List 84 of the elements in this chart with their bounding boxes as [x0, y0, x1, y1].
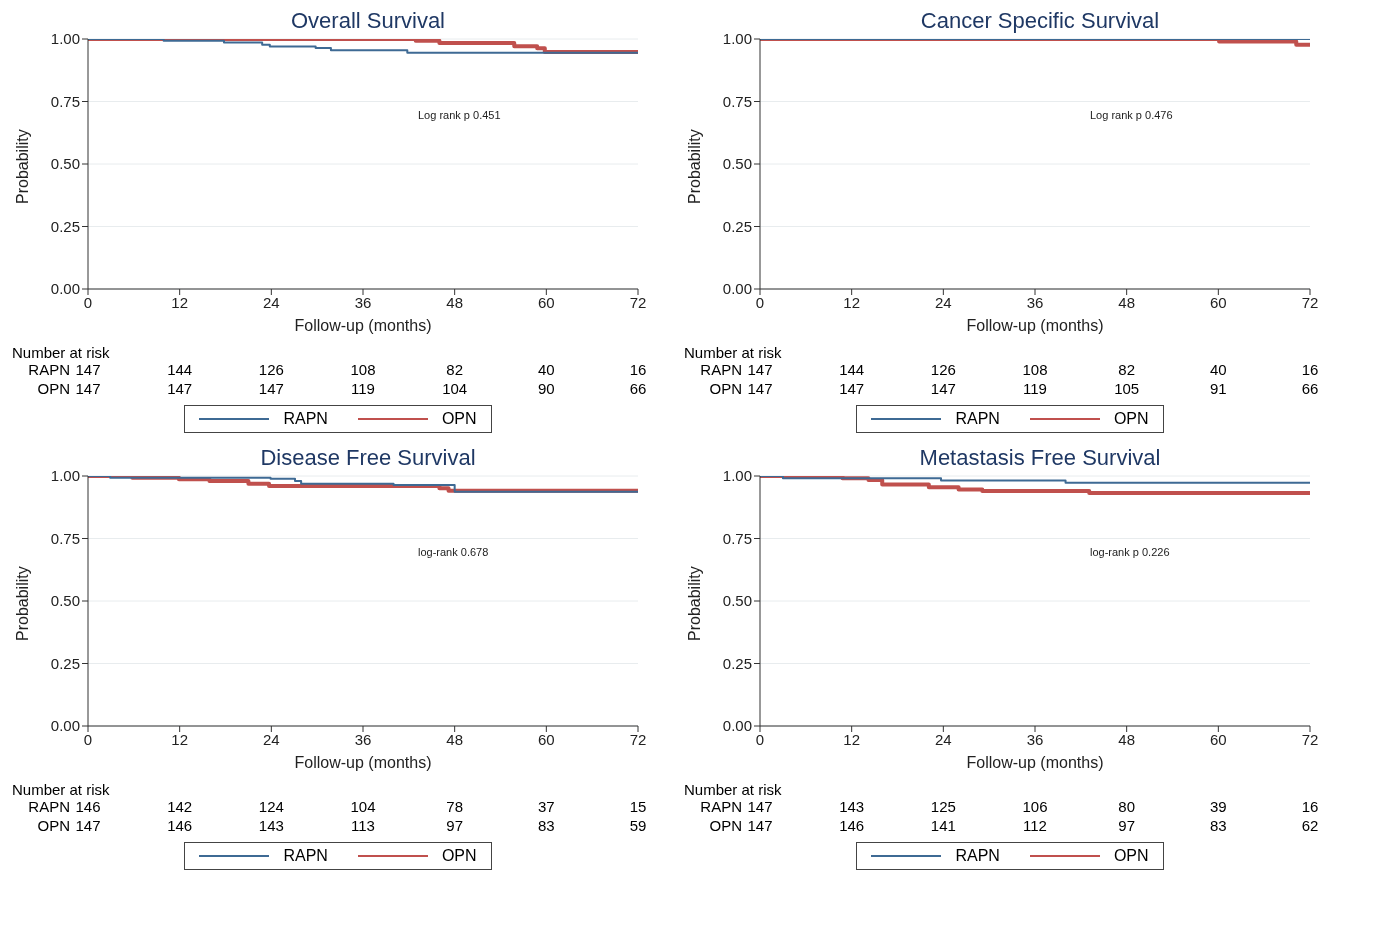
text: Number at risk [12, 344, 111, 361]
x-axis-title: Follow-up (months) [966, 754, 1104, 771]
y-tick-label: 0.50 [722, 155, 752, 173]
x-tick-label: 60 [1209, 730, 1227, 748]
x-tick-label: 60 [537, 293, 555, 311]
x-tick-label: 12 [843, 293, 861, 311]
y-tick-label: 1.00 [722, 30, 752, 48]
y-tick-label: 1.00 [50, 467, 80, 485]
y-tick-label: 0.75 [50, 529, 80, 547]
x-tick-label: 72 [629, 293, 647, 311]
y-tick-label: 0.50 [50, 592, 80, 610]
x-tick-label: 0 [83, 730, 93, 748]
text: RAPN 147 144 126 108 82 40 16 [700, 361, 1319, 378]
legend-label: RAPN [283, 847, 328, 865]
legend-label: OPN [441, 847, 477, 865]
x-tick-label: 36 [1026, 730, 1044, 748]
y-axis-title: Probability [13, 566, 31, 641]
text: RAPN 147 143 125 106 80 39 16 [700, 798, 1319, 815]
x-tick-label: 72 [1301, 293, 1319, 311]
annotation: log-rank 0.678 [418, 546, 489, 558]
chart-title: Disease Free Survival [260, 445, 476, 470]
text: RAPN 147 144 126 108 82 40 16 [28, 361, 647, 378]
x-tick-label: 24 [262, 730, 280, 748]
x-axis-title: Follow-up (months) [294, 754, 432, 771]
y-tick-label: 0.25 [722, 654, 752, 672]
text: RAPN 146 142 124 104 78 37 15 [28, 798, 647, 815]
y-tick-label: 0.25 [722, 217, 752, 235]
y-tick-label: 0.75 [722, 92, 752, 110]
legend-label: OPN [441, 410, 477, 428]
text: OPN 147 147 147 119 104 90 66 [37, 380, 647, 397]
x-tick-label: 12 [171, 293, 189, 311]
y-axis-title: Probability [685, 129, 703, 204]
legend-label: RAPN [283, 410, 328, 428]
y-tick-label: 0.00 [50, 280, 80, 298]
y-tick-label: 0.00 [722, 280, 752, 298]
x-axis-title: Follow-up (months) [294, 317, 432, 334]
chart-title: Cancer Specific Survival [920, 8, 1160, 33]
y-tick-label: 0.75 [722, 529, 752, 547]
annotation: log-rank p 0.226 [1090, 546, 1170, 558]
x-tick-label: 60 [1209, 293, 1227, 311]
x-tick-label: 48 [446, 293, 464, 311]
text: Number at risk [684, 781, 783, 798]
x-tick-label: 72 [629, 730, 647, 748]
text: OPN 147 146 141 112 97 83 62 [709, 817, 1319, 834]
y-tick-label: 0.75 [50, 92, 80, 110]
annotation: Log rank p 0.451 [418, 109, 501, 121]
y-axis-title: Probability [685, 566, 703, 641]
x-tick-label: 48 [1118, 730, 1136, 748]
y-tick-label: 1.00 [50, 30, 80, 48]
x-tick-label: 24 [934, 730, 952, 748]
text: Number at risk [12, 781, 111, 798]
y-tick-label: 0.25 [50, 217, 80, 235]
x-tick-label: 72 [1301, 730, 1319, 748]
x-tick-label: 0 [755, 730, 765, 748]
x-tick-label: 12 [171, 730, 189, 748]
y-axis-title: Probability [13, 129, 31, 204]
legend-label: OPN [1113, 847, 1149, 865]
x-tick-label: 24 [934, 293, 952, 311]
y-tick-label: 1.00 [722, 467, 752, 485]
text: Number at risk [684, 344, 783, 361]
legend-label: RAPN [955, 410, 1000, 428]
x-tick-label: 60 [537, 730, 555, 748]
chart-title: Metastasis Free Survival [919, 445, 1161, 470]
x-tick-label: 0 [755, 293, 765, 311]
legend-label: OPN [1113, 410, 1149, 428]
x-tick-label: 36 [354, 293, 372, 311]
x-tick-label: 36 [1026, 293, 1044, 311]
x-tick-label: 48 [1118, 293, 1136, 311]
annotation: Log rank p 0.476 [1090, 109, 1173, 121]
text: OPN 147 147 147 119 105 91 66 [709, 380, 1319, 397]
legend-label: RAPN [955, 847, 1000, 865]
chart-title: Overall Survival [290, 8, 446, 33]
y-tick-label: 0.00 [722, 717, 752, 735]
x-axis-title: Follow-up (months) [966, 317, 1104, 334]
x-tick-label: 36 [354, 730, 372, 748]
x-tick-label: 24 [262, 293, 280, 311]
y-tick-label: 0.50 [50, 155, 80, 173]
x-tick-label: 12 [843, 730, 861, 748]
x-tick-label: 0 [83, 293, 93, 311]
y-tick-label: 0.00 [50, 717, 80, 735]
text: OPN 147 146 143 113 97 83 59 [37, 817, 647, 834]
y-tick-label: 0.25 [50, 654, 80, 672]
y-tick-label: 0.50 [722, 592, 752, 610]
x-tick-label: 48 [446, 730, 464, 748]
